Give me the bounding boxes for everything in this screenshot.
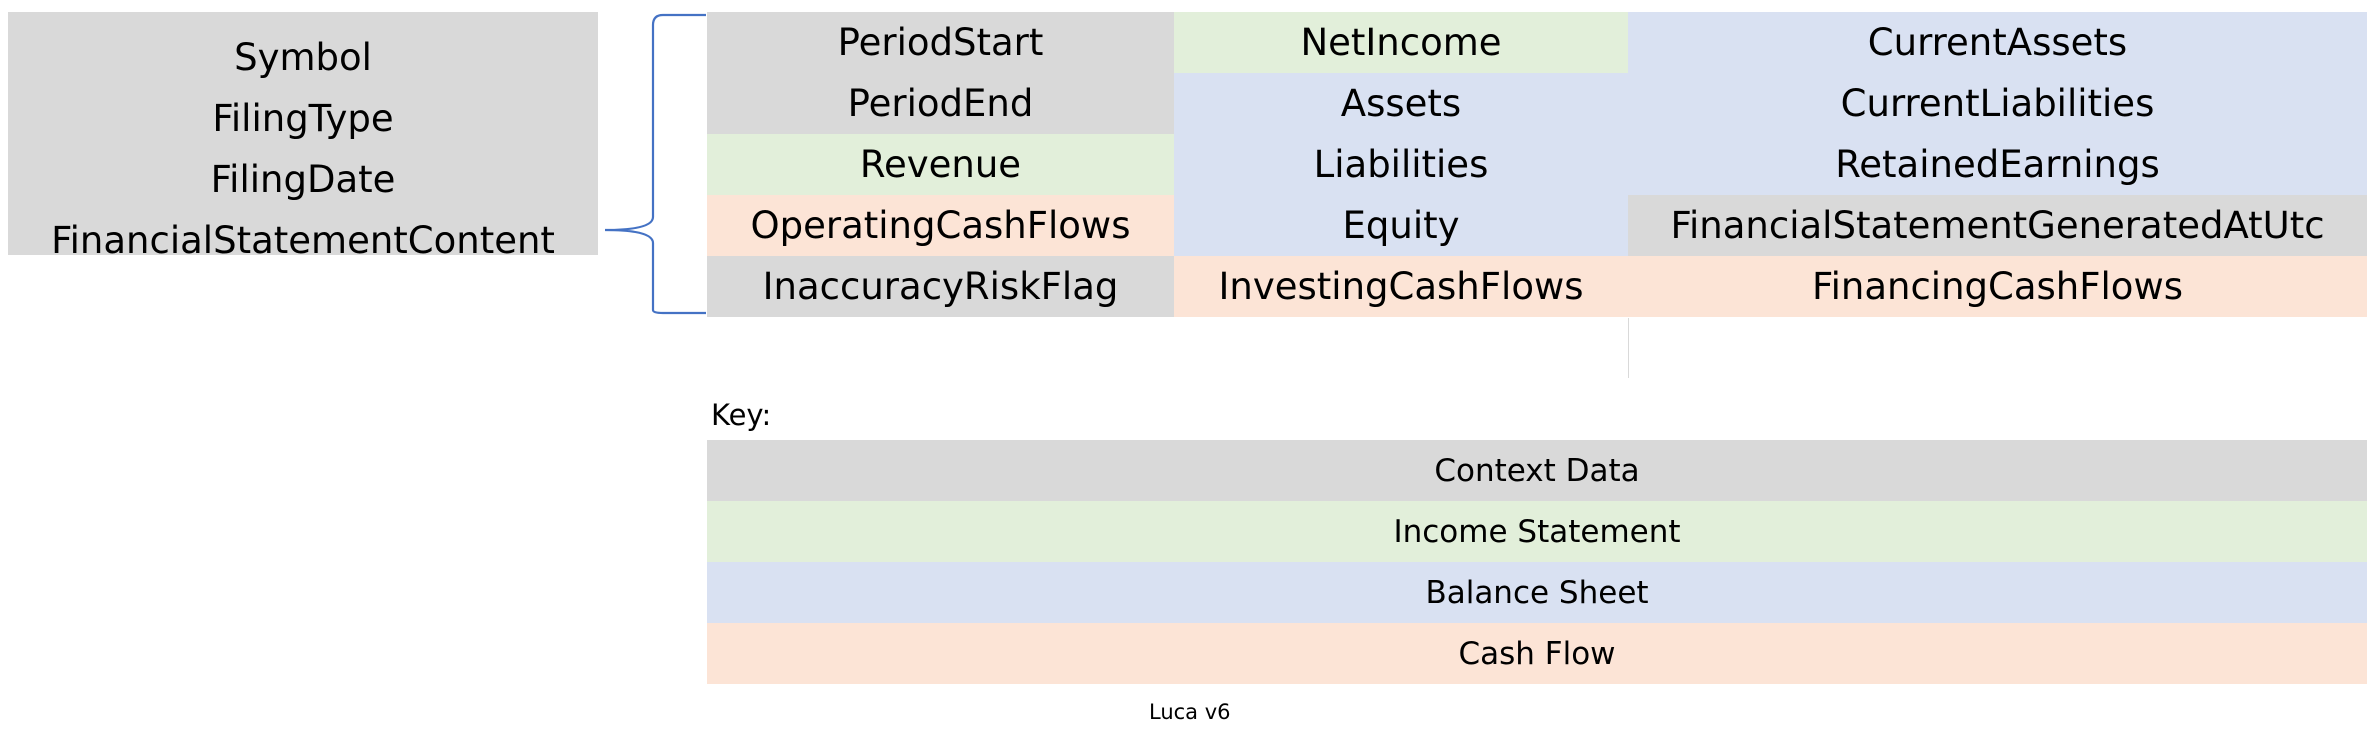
- brace-path: [604, 13, 706, 315]
- field-financial-statement-generated-at-utc: FinancialStatementGeneratedAtUtc: [1628, 195, 2367, 256]
- key-balance-sheet: Balance Sheet: [707, 562, 2367, 623]
- key-label: Key:: [711, 398, 772, 432]
- key-cash-flow: Cash Flow: [707, 623, 2367, 684]
- field-financing-cash-flows: FinancingCashFlows: [1628, 256, 2367, 317]
- key-context-data: Context Data: [707, 440, 2367, 501]
- field-assets: Assets: [1174, 73, 1628, 134]
- field-financial-statement-content: FinancialStatementContent: [51, 219, 555, 262]
- field-filing-type: FilingType: [212, 97, 394, 140]
- field-equity: Equity: [1174, 195, 1628, 256]
- field-net-income: NetIncome: [1174, 12, 1628, 73]
- field-operating-cash-flows: OperatingCashFlows: [707, 195, 1174, 256]
- brace-connector: [604, 13, 706, 315]
- field-symbol: Symbol: [234, 36, 372, 79]
- field-current-liabilities: CurrentLiabilities: [1628, 73, 2367, 134]
- field-revenue: Revenue: [707, 134, 1174, 195]
- key-income-statement: Income Statement: [707, 501, 2367, 562]
- field-investing-cash-flows: InvestingCashFlows: [1174, 256, 1628, 317]
- field-period-start: PeriodStart: [707, 12, 1174, 73]
- version-label: Luca v6: [1149, 700, 1231, 724]
- field-inaccuracy-risk-flag: InaccuracyRiskFlag: [707, 256, 1174, 317]
- field-filing-date: FilingDate: [210, 158, 396, 201]
- field-liabilities: Liabilities: [1174, 134, 1628, 195]
- record-fields-box: Symbol FilingType FilingDate FinancialSt…: [8, 12, 598, 262]
- field-period-end: PeriodEnd: [707, 73, 1174, 134]
- field-current-assets: CurrentAssets: [1628, 12, 2367, 73]
- divider-line: [1628, 318, 1629, 378]
- field-retained-earnings: RetainedEarnings: [1628, 134, 2367, 195]
